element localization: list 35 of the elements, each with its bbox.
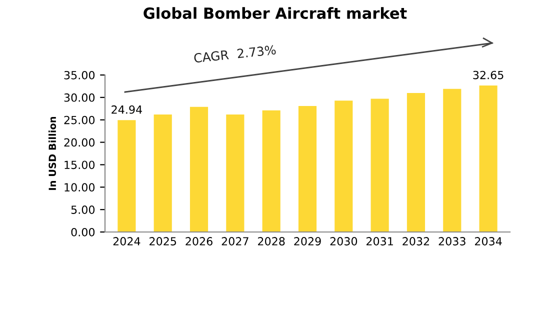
y-tick-label: 35.00	[64, 70, 95, 80]
y-tick-label: 30.00	[64, 93, 95, 102]
chart-title: Global Bomber Aircraft market	[144, 7, 407, 19]
bar	[479, 86, 498, 232]
x-tick-label: 2032	[402, 237, 430, 246]
x-tick-label: 2031	[366, 237, 393, 246]
y-tick-label: 15.00	[64, 160, 95, 170]
bar	[226, 114, 244, 232]
bar	[406, 92, 426, 232]
y-tick-label: 0.00	[71, 228, 95, 236]
bar	[443, 88, 462, 232]
bar	[118, 120, 136, 232]
x-tick-label: 2026	[186, 237, 212, 246]
x-tick-label: 2025	[150, 237, 176, 246]
y-axis-title: In USD Billion	[48, 116, 56, 190]
y-tick-label: 10.00	[64, 183, 95, 192]
bar	[154, 114, 172, 232]
x-tick-label: 2028	[258, 237, 285, 246]
bar	[370, 98, 389, 232]
y-tick-label: 5.00	[71, 206, 95, 214]
bar	[262, 110, 280, 232]
data-label: 32.65	[473, 70, 504, 80]
x-tick-label: 2034	[474, 237, 502, 246]
data-label: 24.94	[112, 105, 142, 114]
y-tick-label: 20.00	[64, 138, 95, 147]
x-tick-label: 2027	[222, 237, 248, 246]
bar	[190, 106, 208, 232]
x-tick-label: 2033	[438, 237, 466, 246]
bar	[334, 100, 353, 232]
bar	[298, 106, 317, 232]
x-tick-label: 2024	[113, 237, 140, 246]
x-tick-label: 2029	[294, 237, 321, 246]
x-tick-label: 2030	[330, 237, 358, 246]
y-tick-label: 25.00	[64, 116, 95, 124]
text: CAGR 2.73%	[194, 44, 276, 63]
